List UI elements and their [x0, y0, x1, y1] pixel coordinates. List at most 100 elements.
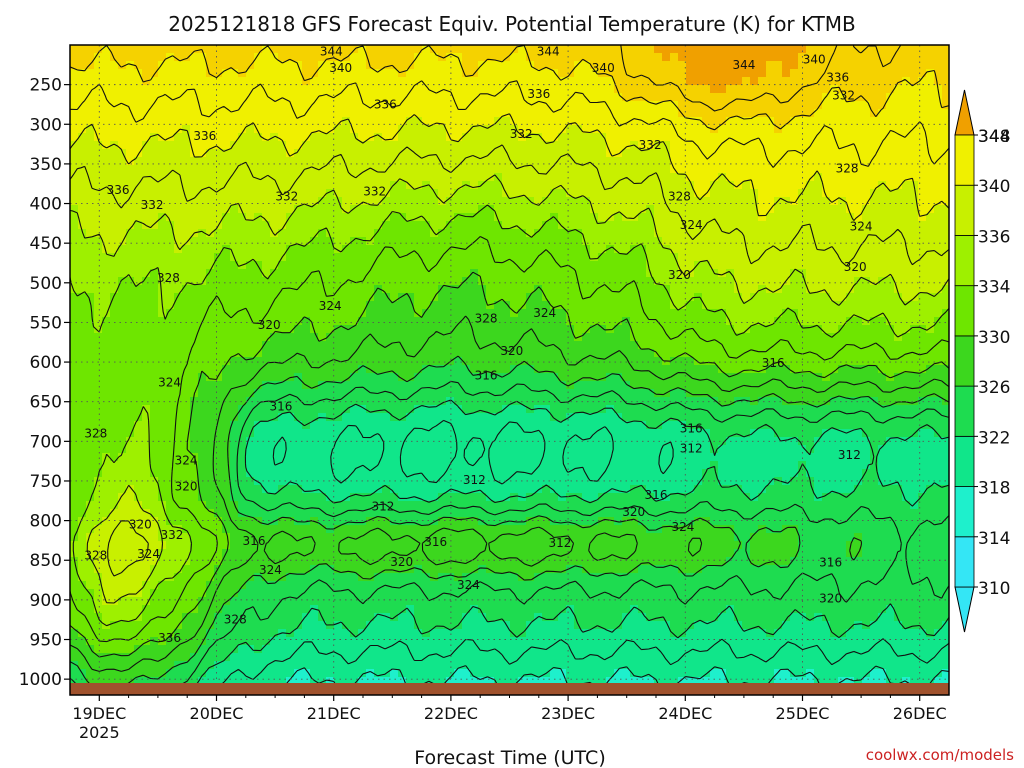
field-cell	[326, 373, 335, 382]
field-cell	[798, 301, 807, 310]
field-cell	[782, 309, 791, 318]
field-cell	[318, 205, 327, 214]
field-cell	[734, 237, 743, 246]
field-cell	[822, 269, 831, 278]
field-cell	[198, 45, 207, 54]
field-cell	[238, 229, 247, 238]
field-cell	[486, 365, 495, 374]
field-cell	[478, 197, 487, 206]
field-cell	[126, 365, 135, 374]
field-cell	[382, 357, 391, 366]
field-cell	[238, 93, 247, 102]
field-cell	[430, 117, 439, 126]
field-cell	[214, 157, 223, 166]
field-cell	[710, 357, 719, 366]
field-cell	[630, 349, 639, 358]
field-cell	[214, 389, 223, 398]
field-cell	[310, 389, 319, 398]
field-cell	[806, 397, 815, 406]
field-cell	[246, 45, 255, 54]
field-cell	[102, 85, 111, 94]
field-cell	[278, 293, 287, 302]
field-cell	[894, 189, 903, 198]
field-cell	[518, 309, 527, 318]
field-cell	[926, 317, 935, 326]
field-cell	[422, 93, 431, 102]
field-cell	[742, 93, 751, 102]
field-cell	[558, 301, 567, 310]
field-cell	[846, 77, 855, 86]
field-cell	[334, 325, 343, 334]
field-cell	[534, 381, 543, 390]
field-cell	[726, 341, 735, 350]
field-cell	[686, 309, 695, 318]
field-cell	[942, 85, 949, 94]
field-cell	[222, 349, 231, 358]
field-cell	[414, 45, 423, 54]
field-cell	[382, 85, 391, 94]
field-cell	[174, 109, 183, 118]
field-cell	[270, 325, 279, 334]
field-cell	[766, 141, 775, 150]
field-cell	[470, 213, 479, 222]
field-cell	[622, 237, 631, 246]
field-cell	[614, 389, 623, 398]
field-cell	[526, 125, 535, 134]
field-cell	[166, 221, 175, 230]
field-cell	[782, 173, 791, 182]
field-cell	[838, 245, 847, 254]
field-cell	[486, 77, 495, 86]
field-cell	[190, 141, 199, 150]
field-cell	[310, 213, 319, 222]
field-cell	[246, 261, 255, 270]
field-cell	[630, 261, 639, 270]
field-cell	[630, 149, 639, 158]
field-cell	[742, 189, 751, 198]
field-cell	[870, 61, 879, 70]
field-cell	[78, 93, 87, 102]
field-cell	[494, 69, 503, 78]
field-cell	[502, 333, 511, 342]
field-cell	[166, 165, 175, 174]
field-cell	[494, 181, 503, 190]
field-cell	[646, 333, 655, 342]
field-cell	[406, 253, 415, 262]
field-cell	[854, 365, 863, 374]
field-cell	[494, 317, 503, 326]
field-cell	[910, 61, 919, 70]
field-cell	[550, 45, 559, 54]
field-cell	[150, 253, 159, 262]
field-cell	[190, 381, 199, 390]
field-cell	[582, 189, 591, 198]
field-cell	[414, 381, 423, 390]
field-cell	[366, 357, 375, 366]
field-cell	[590, 365, 599, 374]
field-cell	[766, 69, 775, 78]
field-cell	[198, 285, 207, 294]
field-cell	[70, 389, 79, 398]
field-cell	[702, 341, 711, 350]
field-cell	[406, 237, 415, 246]
field-cell	[206, 285, 215, 294]
field-cell	[502, 133, 511, 142]
field-cell	[270, 157, 279, 166]
field-cell	[782, 285, 791, 294]
field-cell	[222, 261, 231, 270]
field-cell	[414, 125, 423, 134]
field-cell	[598, 157, 607, 166]
field-cell	[398, 165, 407, 174]
field-cell	[878, 117, 887, 126]
field-cell	[526, 317, 535, 326]
field-cell	[862, 77, 871, 86]
field-cell	[126, 389, 135, 398]
field-cell	[662, 381, 671, 390]
field-cell	[638, 301, 647, 310]
field-cell	[526, 357, 535, 366]
field-cell	[462, 373, 471, 382]
field-cell	[830, 261, 839, 270]
field-cell	[438, 77, 447, 86]
field-cell	[526, 61, 535, 70]
field-cell	[446, 141, 455, 150]
field-cell	[694, 325, 703, 334]
field-cell	[70, 221, 79, 230]
